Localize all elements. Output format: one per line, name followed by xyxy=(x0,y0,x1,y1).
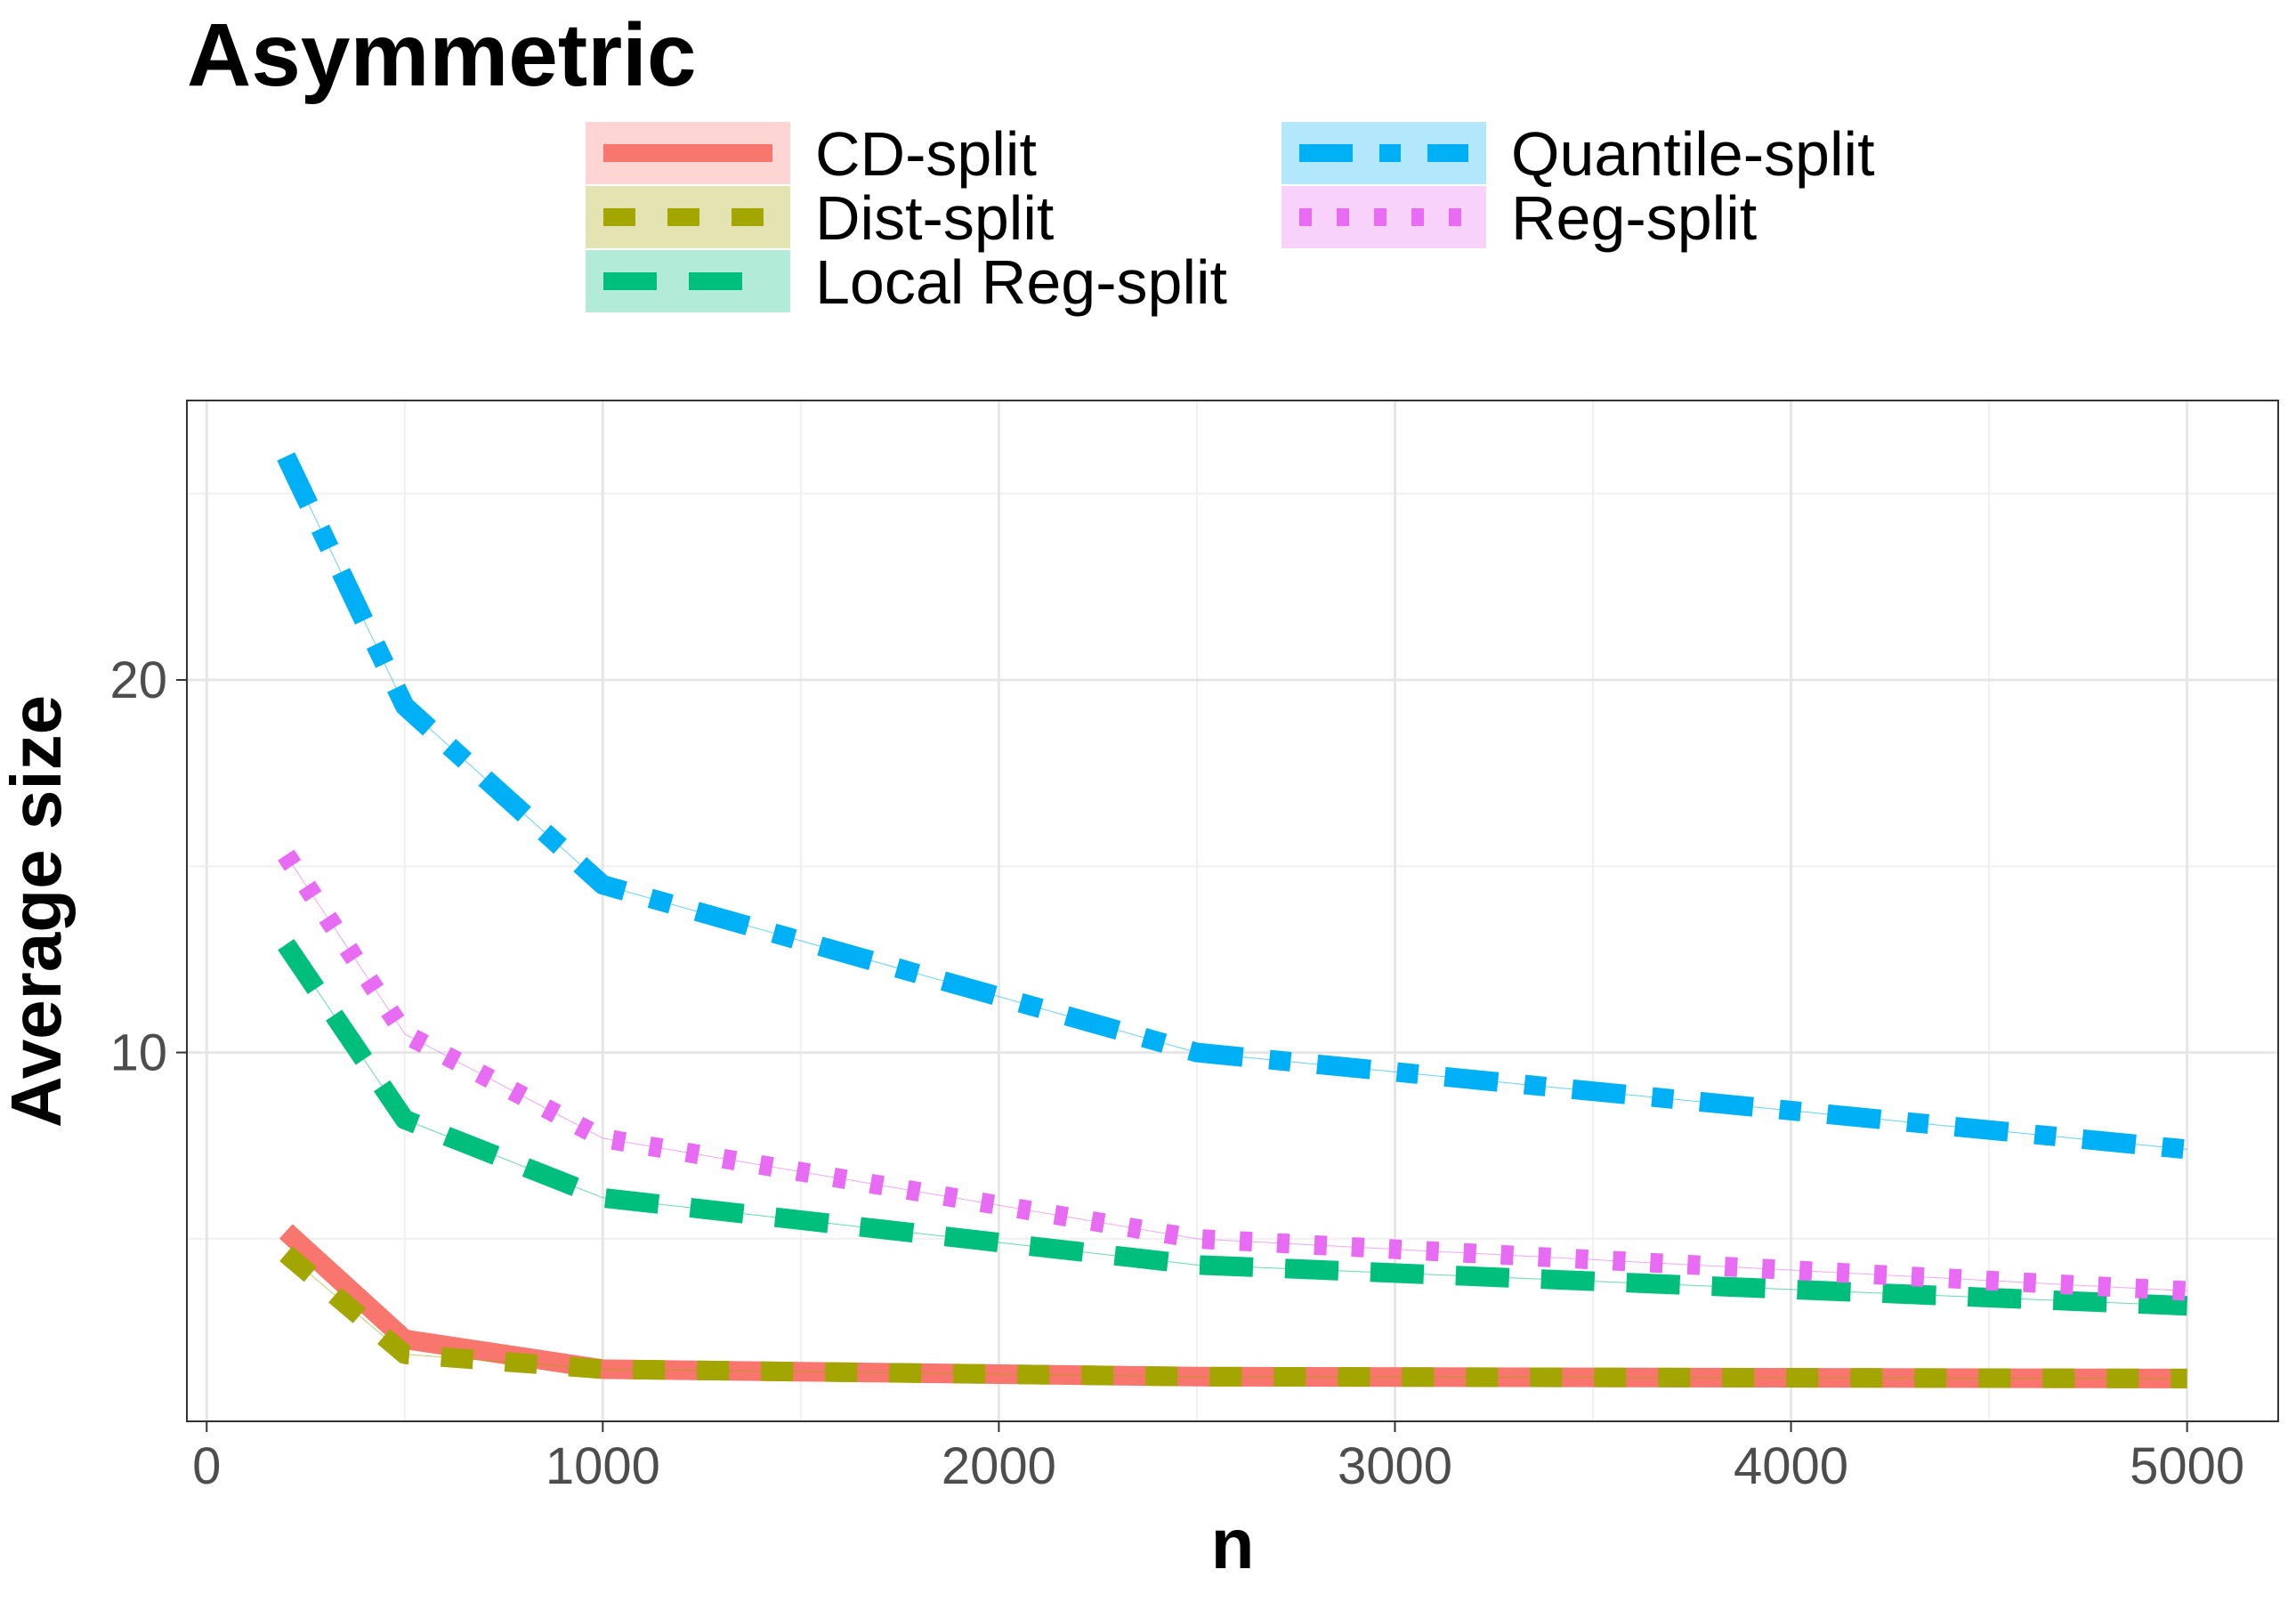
x-axis-title: n xyxy=(1211,1504,1255,1583)
legend-item-local-reg-split: Local Reg-split xyxy=(586,247,1227,317)
y-axis: 10 20 xyxy=(109,651,187,1082)
y-tick-label: 10 xyxy=(109,1024,167,1082)
series-thin-line-local-reg-split xyxy=(285,943,2187,1307)
x-tick-label: 4000 xyxy=(1734,1437,1848,1495)
legend-item-cd-split: CD-split xyxy=(586,119,1037,189)
legend-label: Quantile-split xyxy=(1511,119,1875,189)
x-tick-label: 5000 xyxy=(2130,1437,2244,1495)
plot-area xyxy=(186,400,2279,1422)
legend-label: CD-split xyxy=(815,119,1037,189)
x-tick-label: 3000 xyxy=(1338,1437,1452,1495)
chart-title: Asymmetric xyxy=(187,5,697,105)
y-axis-title: Average size xyxy=(0,695,76,1128)
series-thin-line-reg-split xyxy=(285,854,2187,1291)
x-axis: 0 1000 2000 3000 4000 5000 xyxy=(192,1421,2244,1495)
y-tick-label: 20 xyxy=(109,651,167,709)
legend-label: Dist-split xyxy=(815,183,1054,253)
panel-border xyxy=(186,400,2279,1422)
series-lines xyxy=(277,452,2188,1388)
x-tick-label: 2000 xyxy=(942,1437,1056,1495)
legend-item-reg-split: Reg-split xyxy=(1281,183,1757,253)
panel-background xyxy=(187,400,2278,1421)
series-line-quantile-split xyxy=(277,452,2188,1160)
legend-label: Local Reg-split xyxy=(815,247,1227,317)
legend-label: Reg-split xyxy=(1511,183,1757,253)
legend-item-quantile-split: Quantile-split xyxy=(1281,119,1875,189)
x-tick-label: 0 xyxy=(192,1437,221,1495)
x-tick-label: 1000 xyxy=(546,1437,660,1495)
series-thin-line-dist-split xyxy=(285,1253,2187,1380)
legend-item-dist-split: Dist-split xyxy=(586,183,1054,253)
